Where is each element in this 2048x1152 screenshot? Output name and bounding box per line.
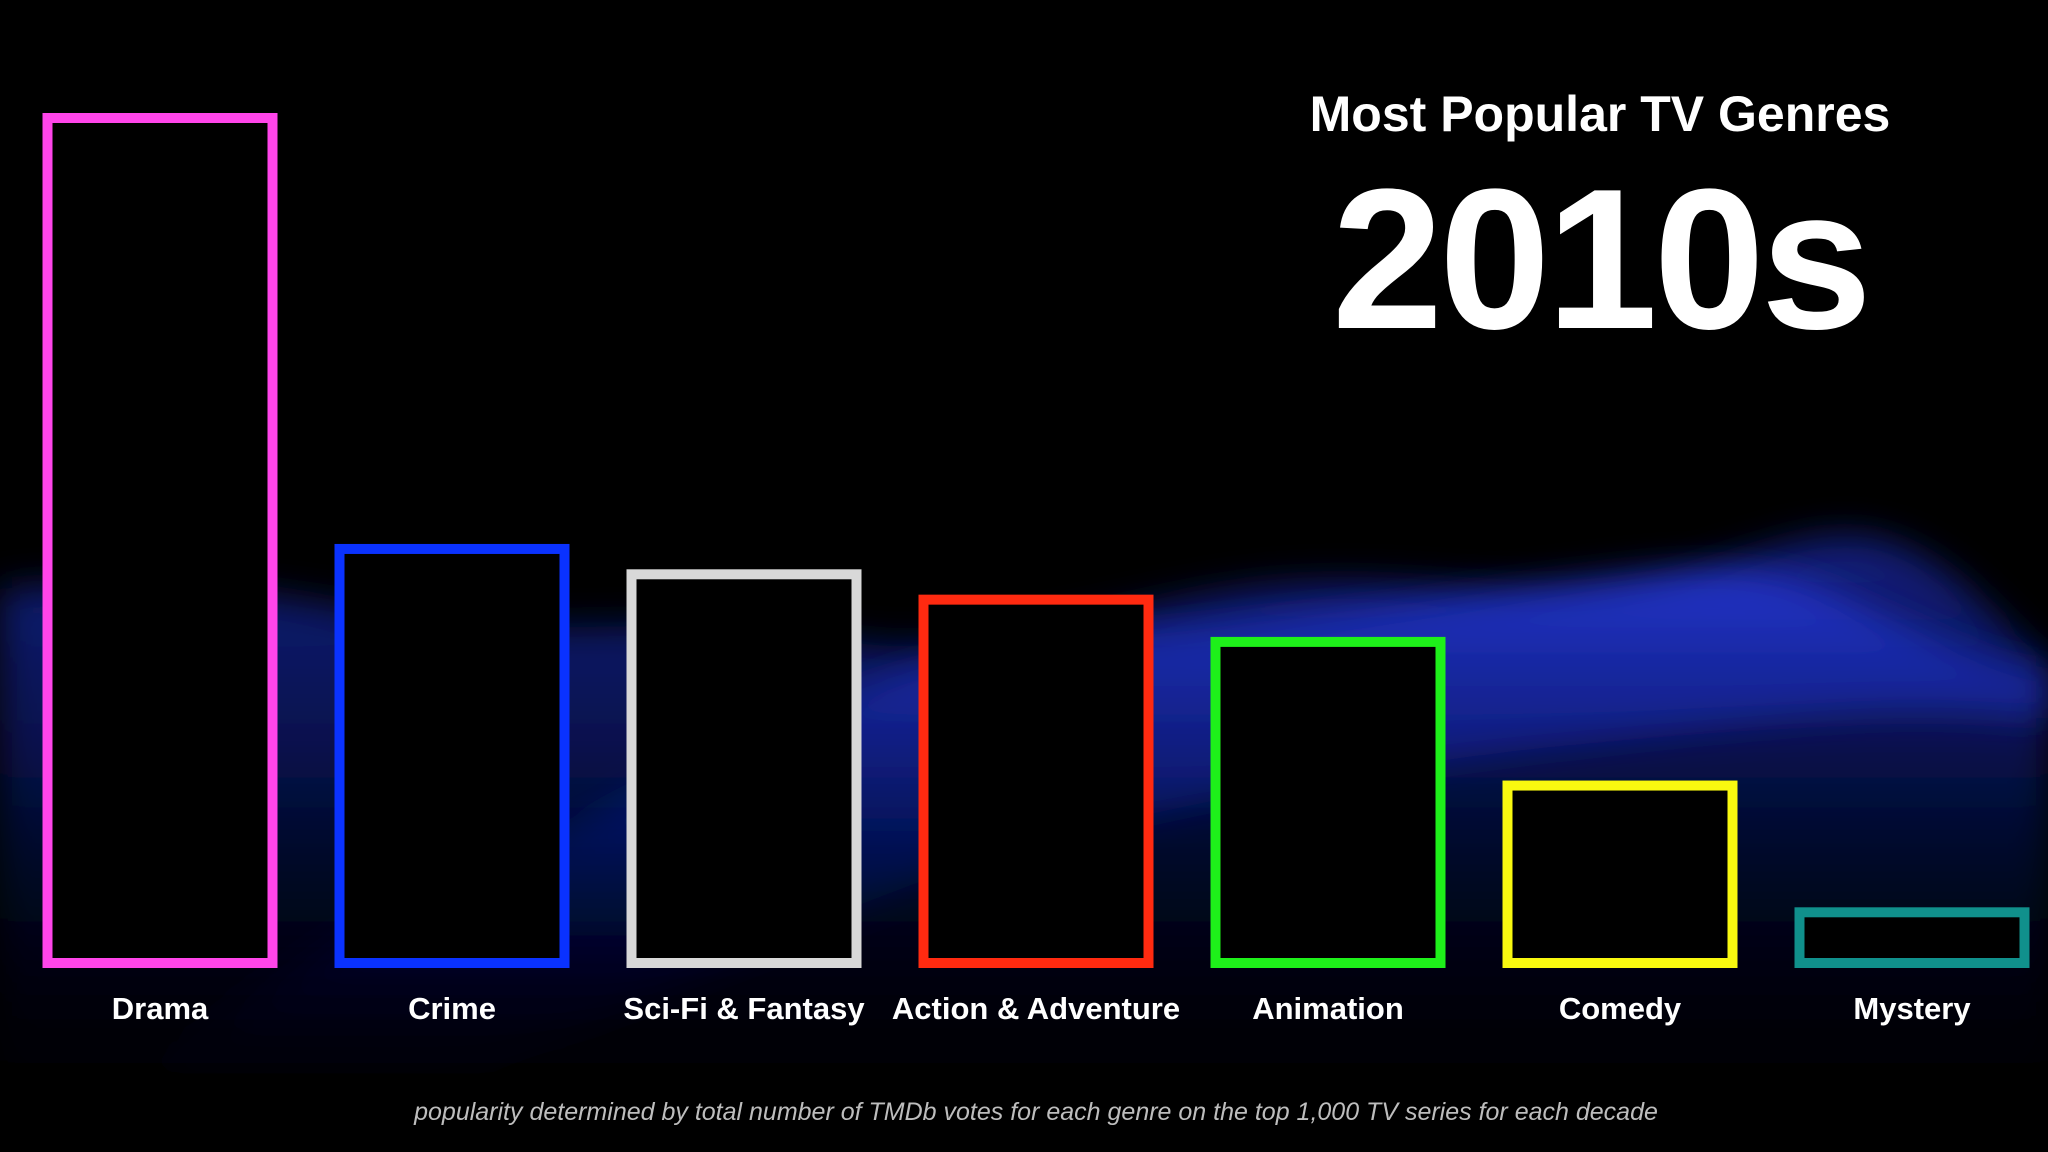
chart-title: Most Popular TV Genres <box>1309 86 1891 142</box>
category-label: Crime <box>408 991 496 1026</box>
bar-comedy <box>1502 780 1738 968</box>
category-labels: Drama Crime Sci-Fi & Fantasy Action & Adven… <box>112 991 1972 1026</box>
bar-crime <box>334 543 570 968</box>
bar-animation <box>1210 636 1446 969</box>
bars-group <box>42 113 2030 969</box>
wave-front <box>0 571 2048 1152</box>
category-label: Sci-Fi & Fantasy <box>623 991 865 1026</box>
footnote: popularity determined by total number of… <box>414 1098 1658 1126</box>
category-label: Drama <box>112 991 209 1026</box>
chart-subtitle: 2010s <box>1331 148 1872 371</box>
bar-action-adventure <box>918 594 1154 969</box>
category-label: Action & Adventure <box>892 991 1180 1026</box>
bar-mystery <box>1794 907 2030 968</box>
category-label: Comedy <box>1559 991 1682 1026</box>
bar-sci-fi-fantasy <box>626 569 862 968</box>
category-label: Mystery <box>1853 991 1971 1026</box>
category-label: Animation <box>1252 991 1404 1026</box>
bar-drama <box>42 113 278 968</box>
